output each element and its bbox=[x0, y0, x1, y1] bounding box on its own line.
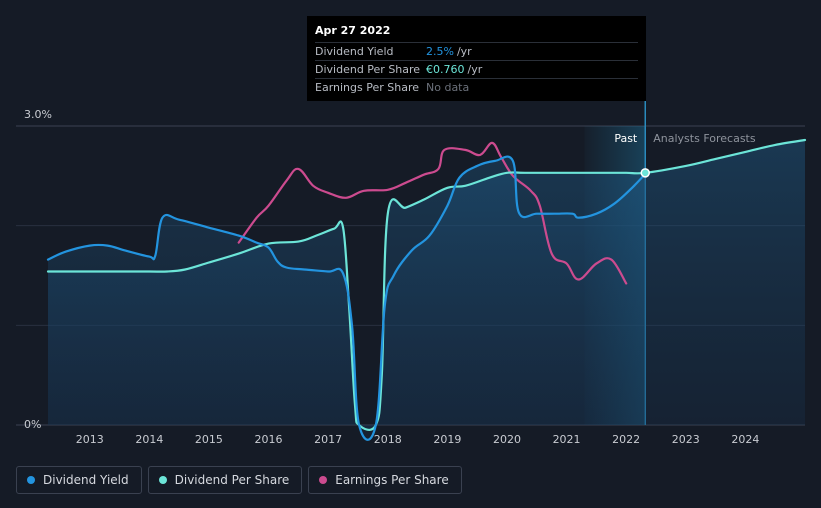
legend-label: Earnings Per Share bbox=[335, 473, 449, 487]
x-tick-label: 2015 bbox=[195, 433, 223, 446]
tooltip: Apr 27 2022 Dividend Yield 2.5% /yr Divi… bbox=[307, 16, 646, 101]
past-label: Past bbox=[614, 132, 638, 145]
legend-item-dividend-per-share[interactable]: Dividend Per Share bbox=[147, 466, 303, 494]
earnings-per-share-dot-icon bbox=[319, 476, 328, 484]
tooltip-row-dividend-yield: Dividend Yield 2.5% /yr bbox=[315, 42, 638, 60]
dividend-yield-line bbox=[46, 155, 647, 441]
tooltip-value: 2.5% bbox=[426, 45, 454, 58]
tooltip-value: No data bbox=[426, 81, 470, 94]
tooltip-row-earnings-per-share: Earnings Per Share No data bbox=[315, 78, 638, 96]
legend-item-dividend-yield[interactable]: Dividend Yield bbox=[16, 466, 142, 494]
x-tick-label: 2018 bbox=[374, 433, 402, 446]
dividend-yield-area bbox=[48, 156, 646, 440]
legend: Dividend Yield Dividend Per Share Earnin… bbox=[16, 466, 462, 494]
y-tick-label: 3.0% bbox=[24, 108, 52, 121]
x-tick-label: 2016 bbox=[255, 433, 283, 446]
x-tick-label: 2019 bbox=[433, 433, 461, 446]
tooltip-date: Apr 27 2022 bbox=[315, 24, 391, 37]
tooltip-label: Dividend Per Share bbox=[315, 63, 421, 76]
tooltip-unit: /yr bbox=[467, 63, 483, 76]
legend-label: Dividend Per Share bbox=[174, 473, 290, 487]
dividend-per-share-line bbox=[46, 138, 807, 432]
x-tick-label: 2014 bbox=[135, 433, 163, 446]
x-tick-label: 2023 bbox=[672, 433, 700, 446]
highlight-marker bbox=[640, 168, 651, 178]
earnings-per-share-line bbox=[237, 141, 628, 285]
legend-item-earnings-per-share[interactable]: Earnings Per Share bbox=[308, 466, 462, 494]
tooltip-value: €0.760 bbox=[426, 63, 465, 76]
x-tick-label: 2020 bbox=[493, 433, 521, 446]
tooltip-label: Dividend Yield bbox=[315, 45, 394, 58]
y-tick-label: 0% bbox=[24, 418, 41, 431]
dividend-yield-dot-icon bbox=[27, 476, 35, 484]
x-tick-label: 2021 bbox=[553, 433, 581, 446]
x-tick-label: 2022 bbox=[612, 433, 640, 446]
x-tick-label: 2017 bbox=[314, 433, 342, 446]
x-tick-label: 2013 bbox=[76, 433, 104, 446]
tooltip-row-dividend-per-share: Dividend Per Share €0.760 /yr bbox=[315, 60, 638, 78]
tooltip-label: Earnings Per Share bbox=[315, 81, 420, 94]
legend-label: Dividend Yield bbox=[43, 473, 129, 487]
x-tick-label: 2024 bbox=[731, 433, 759, 446]
tooltip-unit: /yr bbox=[456, 45, 472, 58]
forecast-label: Analysts Forecasts bbox=[653, 132, 756, 145]
dividend-per-share-dot-icon bbox=[158, 476, 167, 484]
